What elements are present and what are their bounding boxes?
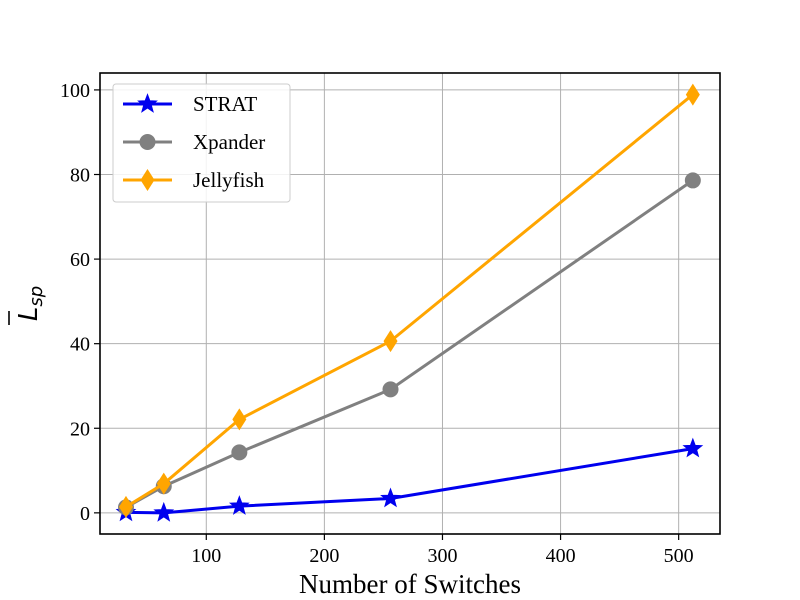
y-tick-label: 20 <box>70 418 90 440</box>
legend-marker-strat <box>137 93 158 113</box>
legend-marker-xpander <box>139 134 156 150</box>
plot-frame <box>99 72 721 535</box>
data-point-strat <box>380 487 401 508</box>
legend-label-xpander: Xpander <box>193 130 265 154</box>
data-point-strat <box>228 495 250 515</box>
data-point-jellyfish <box>685 83 700 106</box>
data-point-jellyfish <box>232 408 247 431</box>
legend-marker-jellyfish <box>140 169 155 191</box>
x-tick-label: 300 <box>427 545 457 567</box>
data-point-strat <box>153 501 175 522</box>
y-tick-label: 80 <box>70 165 90 187</box>
x-tick-label: 200 <box>309 545 339 567</box>
data-point-xpander <box>382 381 399 398</box>
data-point-jellyfish <box>156 472 171 495</box>
x-tick-label: 400 <box>546 545 576 567</box>
x-tick-label: 100 <box>191 545 221 567</box>
legend-label-strat: STRAT <box>193 92 257 116</box>
data-point-strat <box>682 437 704 458</box>
y-axis-label-main: L <box>14 307 44 322</box>
y-tick-label: 60 <box>70 249 90 271</box>
legend-box <box>112 83 291 203</box>
data-point-xpander <box>231 444 248 461</box>
data-point-jellyfish <box>383 330 398 353</box>
y-axis-label-subscript: sp <box>26 286 47 307</box>
legend-label-jellyfish: Jellyfish <box>193 168 265 192</box>
x-tick-label: 500 <box>664 545 694 567</box>
series-strat <box>115 437 704 522</box>
ticks: 100 200 300 400 500 0 20 40 60 80 100 <box>60 80 694 567</box>
legend: STRAT Xpander Jellyfish <box>112 83 291 203</box>
y-tick-label: 0 <box>80 503 90 525</box>
legend-item-strat: STRAT <box>123 92 257 116</box>
x-axis-label: Number of Switches <box>299 569 521 599</box>
data-point-jellyfish <box>118 495 133 518</box>
y-tick-label: 40 <box>70 334 90 356</box>
y-axis-label: Lsp <box>8 286 47 325</box>
series-line-strat <box>125 447 694 515</box>
y-tick-label: 100 <box>60 80 90 102</box>
series-jellyfish <box>118 83 700 518</box>
svg-text:Lsp: Lsp <box>14 286 47 321</box>
data-point-xpander <box>684 172 701 189</box>
legend-item-jellyfish: Jellyfish <box>123 168 265 192</box>
legend-item-xpander: Xpander <box>123 130 265 154</box>
series-lines <box>115 83 704 522</box>
